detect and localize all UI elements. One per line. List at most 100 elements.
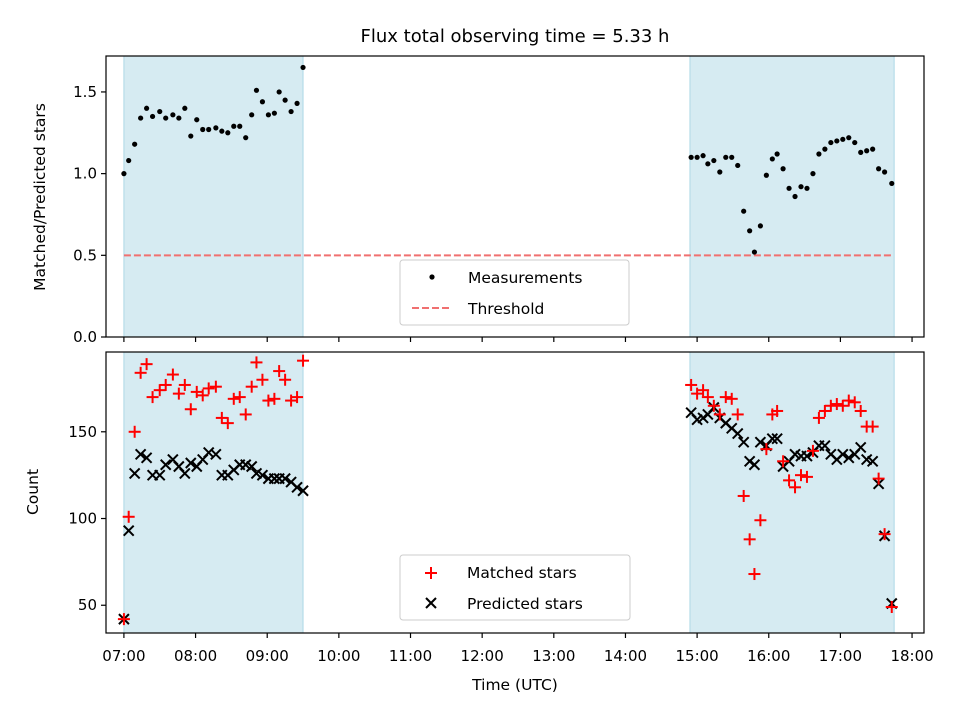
matched-star-point-35: [707, 399, 720, 412]
matched-star-point-64: [878, 528, 891, 541]
predicted-star-point-45: [766, 433, 779, 445]
matched-star-point-53: [812, 411, 825, 424]
matched-star-point-16: [215, 411, 228, 424]
measurement-point-60: [858, 149, 864, 155]
legend-threshold-label: Threshold: [467, 300, 544, 318]
matched-star-point-42: [748, 568, 761, 581]
ratio-panel: 0.0 0.5 1.0 1.5 Matched/Predicted stars Mea…: [31, 55, 925, 346]
chart-title: Flux total observing time = 5.33 h: [361, 26, 670, 47]
count-panel: 50 100 150 07:00 08:00 09:00 10:00 11:00 12:00 13…: [24, 351, 934, 694]
measurement-point-61: [864, 148, 870, 154]
measurement-point-23: [259, 99, 266, 105]
matched-star-point-54: [818, 404, 831, 417]
measurement-point-48: [786, 185, 792, 191]
count-axis-xtick-label-9: 16:00: [747, 647, 790, 665]
matched-star-point-43: [754, 514, 767, 527]
measurement-point-26: [276, 89, 282, 95]
count-axis-ytick-label-1: 100: [68, 510, 97, 528]
matched-star-point-55: [824, 399, 837, 412]
measurement-point-50: [798, 184, 804, 190]
predicted-stars-layer: [118, 401, 898, 625]
matched-star-point-20: [239, 408, 252, 421]
legend-measurements-label: Measurements: [468, 269, 583, 287]
measurement-point-39: [735, 162, 741, 169]
predicted-star-point-46: [771, 433, 783, 445]
predicted-star-point-54: [819, 439, 831, 452]
matched-star-point-39: [731, 408, 744, 421]
measurement-point-58: [846, 135, 852, 141]
measurement-point-49: [792, 193, 798, 200]
measurement-point-9: [176, 115, 182, 121]
matched-star-point-47: [777, 455, 790, 468]
matched-star-point-8: [166, 368, 179, 381]
matched-star-point-27: [279, 373, 292, 386]
count-axes: 50 100 150 07:00 08:00 09:00 10:00 11:00 12:00 13…: [68, 351, 934, 665]
measurement-point-18: [231, 123, 237, 129]
measurement-point-4: [144, 105, 150, 111]
predicted-star-point-39: [732, 427, 744, 440]
predicted-star-point-43: [754, 436, 767, 448]
matched-star-point-25: [268, 392, 281, 405]
measurement-point-36: [717, 169, 723, 175]
ratio-axis-ytick-label-1: 0.5: [73, 246, 97, 264]
matched-star-point-0: [117, 613, 130, 626]
predicted-star-point-1: [122, 524, 135, 537]
measurement-point-0: [121, 171, 127, 177]
measurement-point-28: [288, 108, 294, 115]
predicted-star-point-42: [748, 459, 761, 471]
measurement-point-55: [828, 139, 834, 146]
measurement-point-10: [182, 105, 188, 111]
top-observing-band-1: [689, 55, 895, 338]
matched-star-point-38: [725, 392, 738, 405]
matched-star-point-49: [789, 481, 802, 494]
ratio-axes: 0.0 0.5 1.0 1.5: [73, 55, 925, 346]
count-axis-xtick-label-3: 10:00: [317, 647, 360, 665]
matched-star-point-50: [795, 469, 808, 482]
measurement-point-7: [163, 115, 169, 121]
measurement-point-35: [711, 157, 717, 164]
measurement-point-11: [188, 133, 194, 139]
measurement-point-45: [769, 156, 775, 162]
measurement-point-3: [138, 115, 144, 121]
measurement-point-8: [170, 112, 176, 118]
matched-star-point-19: [233, 391, 246, 404]
measurement-point-34: [705, 161, 711, 167]
predicted-star-point-27: [279, 472, 291, 485]
matched-star-point-24: [262, 394, 275, 407]
measurement-point-20: [243, 135, 249, 141]
count-axis-ytick-label-2: 150: [68, 423, 97, 441]
observing-window-bands: [123, 55, 895, 338]
matched-star-point-3: [134, 366, 147, 379]
count-axis-xtick-label-10: 17:00: [819, 647, 862, 665]
matched-star-point-56: [830, 398, 843, 411]
matched-star-point-13: [196, 389, 209, 402]
matched-star-point-48: [783, 474, 796, 487]
measurement-point-59: [852, 139, 858, 146]
bottom-observing-band-0: [123, 351, 304, 634]
measurement-point-13: [200, 126, 206, 133]
measurement-point-30: [300, 64, 306, 71]
x-axis-label: Time (UTC): [471, 676, 558, 694]
matched-star-point-2: [128, 425, 141, 438]
bottom-observing-band-1: [689, 351, 895, 634]
matched-star-point-63: [872, 472, 885, 485]
measurement-point-47: [780, 166, 786, 172]
count-axis-xtick-label-4: 11:00: [389, 647, 432, 665]
matched-star-point-22: [250, 356, 263, 369]
matched-star-point-58: [842, 394, 855, 407]
observing-window-bands-bottom: [123, 351, 895, 634]
predicted-star-point-30: [297, 485, 309, 497]
matched-star-point-59: [848, 396, 861, 409]
measurement-point-65: [889, 180, 895, 187]
measurement-point-2: [132, 141, 138, 147]
matched-star-point-60: [854, 404, 867, 417]
measurement-point-44: [763, 172, 769, 178]
y-axis-label-count: Count: [24, 469, 42, 515]
measurement-point-52: [810, 171, 816, 177]
legend-bottom: Matched stars Predicted stars: [399, 554, 631, 621]
measurement-point-42: [751, 249, 758, 255]
matched-star-point-34: [701, 391, 714, 404]
predicted-star-point-11: [185, 457, 197, 469]
count-axis-frame: [105, 351, 925, 634]
